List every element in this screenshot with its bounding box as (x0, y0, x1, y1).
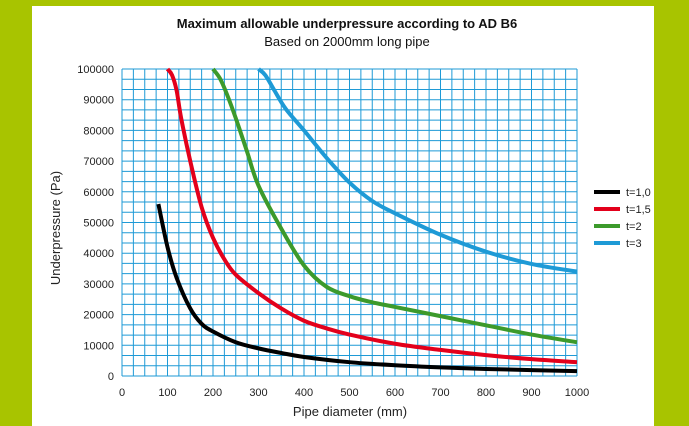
y-tick-label: 10000 (83, 340, 114, 352)
x-tick-label: 900 (522, 387, 540, 399)
legend-label: t=1,5 (626, 204, 651, 216)
y-tick-label: 20000 (83, 310, 114, 322)
y-axis-ticks: 0 10000 20000 30000 40000 50000 60000 70000 8000… (77, 64, 114, 383)
series-lines (156, 67, 578, 374)
x-tick-label: 0 (119, 387, 125, 399)
series-line (257, 67, 578, 274)
legend-label: t=3 (626, 238, 642, 250)
series-line (156, 203, 578, 374)
y-tick-label: 40000 (83, 248, 114, 260)
x-tick-label: 700 (431, 387, 449, 399)
series-line (165, 67, 578, 365)
y-tick-label: 0 (108, 371, 114, 383)
y-tick-label: 80000 (83, 125, 114, 137)
y-tick-label: 30000 (83, 279, 114, 291)
x-tick-label: 100 (158, 387, 176, 399)
chart-subtitle: Based on 2000mm long pipe (264, 34, 430, 49)
y-tick-label: 100000 (77, 64, 114, 76)
underpressure-chart: Maximum allowable underpressure accordin… (48, 16, 651, 419)
x-tick-label: 200 (204, 387, 222, 399)
x-tick-label: 600 (386, 387, 404, 399)
chart-title: Maximum allowable underpressure accordin… (177, 16, 518, 31)
chart-legend: t=1,0 t=1,5 t=2 t=3 (594, 187, 651, 250)
chart-grid (121, 68, 578, 377)
series-line (211, 67, 578, 345)
y-tick-label: 90000 (83, 95, 114, 107)
x-axis-label: Pipe diameter (mm) (293, 404, 407, 419)
y-tick-label: 50000 (83, 218, 114, 230)
legend-label: t=1,0 (626, 187, 651, 199)
chart-panel: Maximum allowable underpressure accordin… (32, 6, 654, 426)
legend-label: t=2 (626, 221, 642, 233)
x-tick-label: 400 (295, 387, 313, 399)
y-axis-label: Underpressure (Pa) (48, 171, 63, 285)
y-tick-label: 60000 (83, 187, 114, 199)
x-axis-ticks: 0 100 200 300 400 500 600 700 800 900 1000 (119, 387, 589, 399)
x-tick-label: 1000 (565, 387, 589, 399)
x-tick-label: 500 (340, 387, 358, 399)
x-tick-label: 800 (477, 387, 495, 399)
y-tick-label: 70000 (83, 156, 114, 168)
x-tick-label: 300 (249, 387, 267, 399)
